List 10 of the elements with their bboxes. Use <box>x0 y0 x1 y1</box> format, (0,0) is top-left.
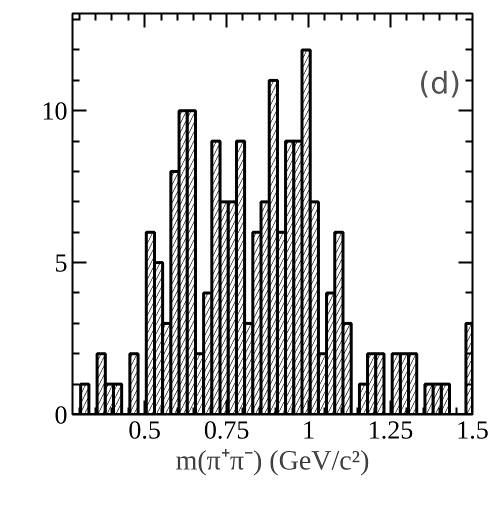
annotation: (d) <box>418 66 461 102</box>
x-axis-title: m(π⁺π⁻) (GeV/c²) <box>176 446 370 476</box>
x-tick-label: 1 <box>302 416 316 444</box>
y-tick-label: 0 <box>54 400 68 430</box>
y-tick-label: 10 <box>42 96 68 126</box>
x-tick-label: 1.25 <box>368 416 414 444</box>
y-tick-label: 5 <box>54 248 68 278</box>
x-tick-label: 1.5 <box>456 416 489 444</box>
x-tick-label: 0.5 <box>128 416 161 444</box>
x-tick-label: 0.75 <box>204 416 250 444</box>
